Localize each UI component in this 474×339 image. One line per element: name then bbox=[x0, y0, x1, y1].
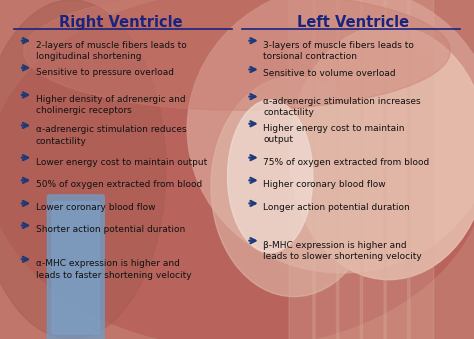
Text: Left Ventricle: Left Ventricle bbox=[297, 15, 409, 30]
Text: Sensitive to volume overload: Sensitive to volume overload bbox=[263, 69, 396, 79]
FancyBboxPatch shape bbox=[313, 0, 339, 339]
Text: Lower coronary blood flow: Lower coronary blood flow bbox=[36, 203, 155, 213]
Ellipse shape bbox=[289, 25, 474, 280]
Ellipse shape bbox=[24, 0, 450, 110]
Text: Higher density of adrenergic and
cholinergic receptors: Higher density of adrenergic and choline… bbox=[36, 95, 185, 115]
Text: 50% of oxygen extracted from blood: 50% of oxygen extracted from blood bbox=[36, 180, 202, 190]
Text: 75% of oxygen extracted from blood: 75% of oxygen extracted from blood bbox=[263, 158, 429, 167]
FancyBboxPatch shape bbox=[289, 0, 315, 339]
Text: β-MHC expression is higher and
leads to slower shortening velocity: β-MHC expression is higher and leads to … bbox=[263, 241, 422, 261]
Text: Shorter action potential duration: Shorter action potential duration bbox=[36, 225, 185, 235]
FancyBboxPatch shape bbox=[384, 0, 410, 339]
FancyBboxPatch shape bbox=[52, 202, 100, 334]
FancyBboxPatch shape bbox=[337, 0, 363, 339]
Text: α-MHC expression is higher and
leads to faster shortening velocity: α-MHC expression is higher and leads to … bbox=[36, 259, 191, 280]
Text: Higher coronary blood flow: Higher coronary blood flow bbox=[263, 180, 386, 190]
FancyBboxPatch shape bbox=[408, 0, 434, 339]
Text: Right Ventricle: Right Ventricle bbox=[59, 15, 182, 30]
Text: Longer action potential duration: Longer action potential duration bbox=[263, 203, 410, 213]
Ellipse shape bbox=[228, 100, 313, 253]
Text: α-adrenergic stimulation reduces
contactility: α-adrenergic stimulation reduces contact… bbox=[36, 125, 186, 146]
Text: 2-layers of muscle fibers leads to
longitudinal shortening: 2-layers of muscle fibers leads to longi… bbox=[36, 41, 186, 61]
FancyBboxPatch shape bbox=[360, 0, 386, 339]
FancyBboxPatch shape bbox=[47, 195, 104, 339]
Text: α-adrenergic stimulation increases
contactility: α-adrenergic stimulation increases conta… bbox=[263, 97, 421, 117]
Text: Lower energy cost to maintain output: Lower energy cost to maintain output bbox=[36, 158, 207, 167]
Ellipse shape bbox=[211, 76, 377, 297]
Text: Higher energy cost to maintain
output: Higher energy cost to maintain output bbox=[263, 124, 405, 144]
Ellipse shape bbox=[0, 0, 166, 339]
Text: Sensitive to pressure overload: Sensitive to pressure overload bbox=[36, 68, 173, 77]
Text: 3-layers of muscle fibers leads to
torsional contraction: 3-layers of muscle fibers leads to torsi… bbox=[263, 41, 414, 61]
Ellipse shape bbox=[187, 0, 474, 273]
